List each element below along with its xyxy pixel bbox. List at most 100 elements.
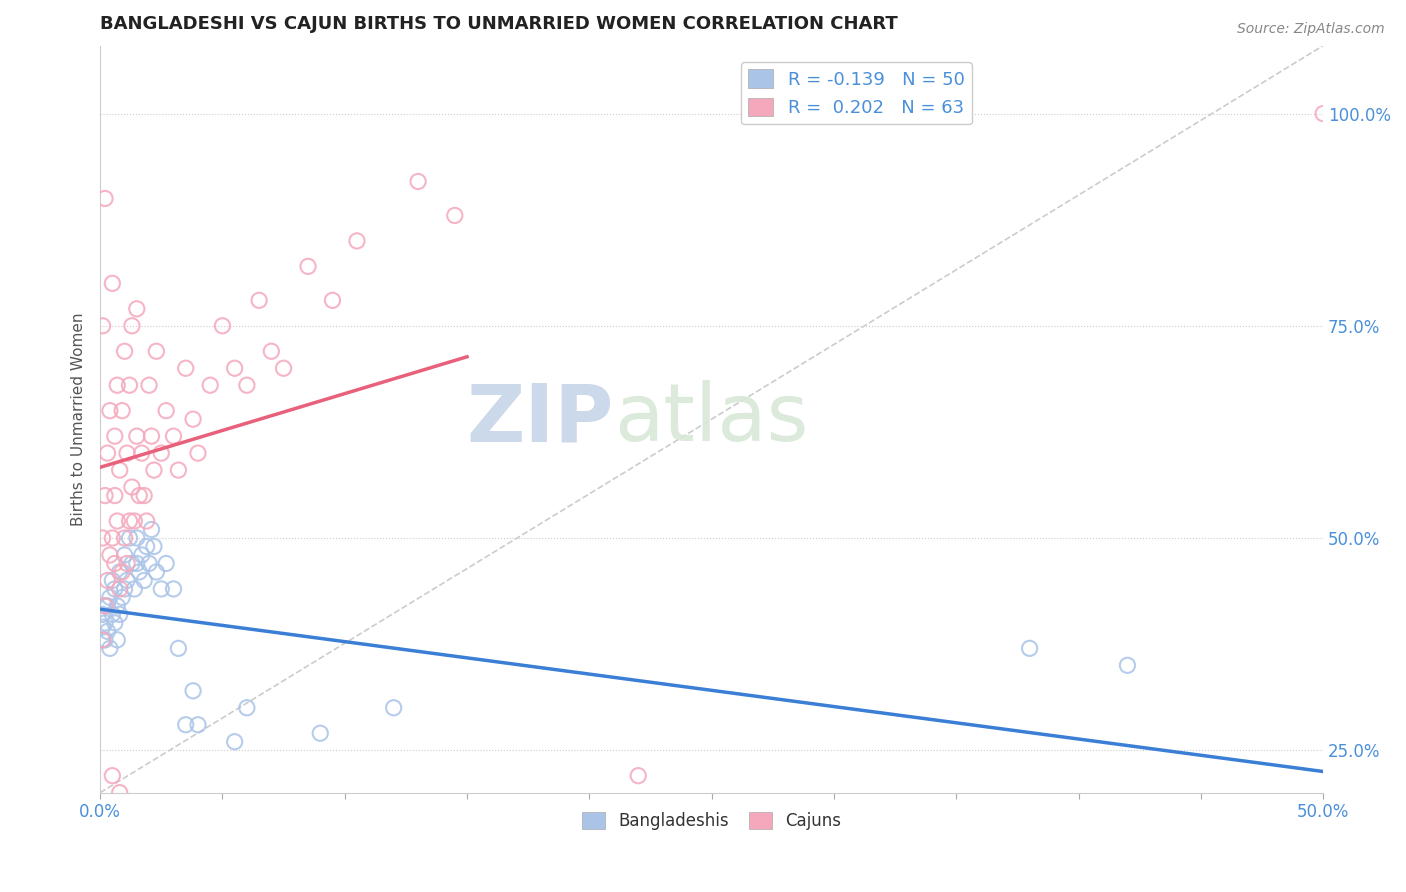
Point: [118, 378, 141, 392]
Point: [125, 301, 148, 316]
Point: [124, 582, 146, 596]
Point: [96, 574, 118, 588]
Point: [131, 446, 153, 460]
Point: [108, 565, 131, 579]
Point: [121, 318, 143, 333]
Point: [273, 837, 295, 851]
Point: [141, 429, 163, 443]
Point: [105, 378, 128, 392]
Point: [96, 599, 118, 613]
Y-axis label: Births to Unmarried Women: Births to Unmarried Women: [72, 312, 86, 526]
Point: [224, 735, 246, 749]
Point: [142, 463, 165, 477]
Point: [167, 463, 190, 477]
Point: [114, 582, 136, 596]
Text: atlas: atlas: [614, 380, 808, 458]
Point: [118, 514, 141, 528]
Point: [94, 489, 117, 503]
Point: [104, 557, 127, 571]
Point: [96, 446, 118, 460]
Point: [115, 557, 138, 571]
Point: [104, 429, 127, 443]
Point: [98, 548, 121, 562]
Point: [141, 523, 163, 537]
Point: [101, 769, 124, 783]
Point: [115, 574, 138, 588]
Point: [247, 293, 270, 308]
Point: [118, 531, 141, 545]
Point: [155, 403, 177, 417]
Point: [406, 174, 429, 188]
Point: [174, 717, 197, 731]
Point: [101, 277, 124, 291]
Point: [91, 607, 114, 622]
Point: [346, 234, 368, 248]
Point: [167, 641, 190, 656]
Point: [94, 191, 117, 205]
Point: [105, 514, 128, 528]
Point: [91, 318, 114, 333]
Point: [114, 531, 136, 545]
Point: [111, 403, 134, 417]
Point: [91, 632, 114, 647]
Point: [125, 429, 148, 443]
Point: [236, 700, 259, 714]
Point: [135, 540, 157, 554]
Point: [1116, 658, 1139, 673]
Point: [114, 344, 136, 359]
Point: [91, 620, 114, 634]
Point: [162, 582, 184, 596]
Point: [114, 548, 136, 562]
Point: [111, 591, 134, 605]
Point: [321, 293, 343, 308]
Point: [105, 599, 128, 613]
Point: [211, 318, 233, 333]
Point: [108, 786, 131, 800]
Point: [200, 378, 222, 392]
Point: [181, 412, 204, 426]
Legend: Bangladeshis, Cajuns: Bangladeshis, Cajuns: [575, 805, 848, 837]
Point: [98, 403, 121, 417]
Point: [150, 446, 173, 460]
Point: [134, 574, 156, 588]
Point: [187, 446, 209, 460]
Point: [443, 209, 465, 223]
Point: [134, 489, 156, 503]
Point: [1018, 641, 1040, 656]
Point: [125, 557, 148, 571]
Point: [145, 565, 167, 579]
Point: [627, 769, 650, 783]
Text: ZIP: ZIP: [467, 380, 614, 458]
Point: [91, 632, 114, 647]
Point: [456, 845, 478, 859]
Point: [142, 540, 165, 554]
Point: [309, 726, 332, 740]
Point: [101, 607, 124, 622]
Point: [138, 557, 160, 571]
Point: [108, 582, 131, 596]
Point: [121, 480, 143, 494]
Point: [145, 344, 167, 359]
Point: [138, 378, 160, 392]
Point: [94, 615, 117, 630]
Point: [131, 548, 153, 562]
Point: [128, 565, 150, 579]
Point: [98, 641, 121, 656]
Point: [150, 582, 173, 596]
Point: [297, 260, 319, 274]
Point: [108, 607, 131, 622]
Text: BANGLADESHI VS CAJUN BIRTHS TO UNMARRIED WOMEN CORRELATION CHART: BANGLADESHI VS CAJUN BIRTHS TO UNMARRIED…: [100, 15, 898, 33]
Point: [124, 514, 146, 528]
Point: [98, 591, 121, 605]
Point: [104, 489, 127, 503]
Point: [135, 514, 157, 528]
Point: [101, 531, 124, 545]
Point: [94, 599, 117, 613]
Point: [104, 582, 127, 596]
Point: [125, 531, 148, 545]
Point: [162, 429, 184, 443]
Point: [1312, 106, 1334, 120]
Point: [128, 489, 150, 503]
Text: Source: ZipAtlas.com: Source: ZipAtlas.com: [1237, 22, 1385, 37]
Point: [104, 615, 127, 630]
